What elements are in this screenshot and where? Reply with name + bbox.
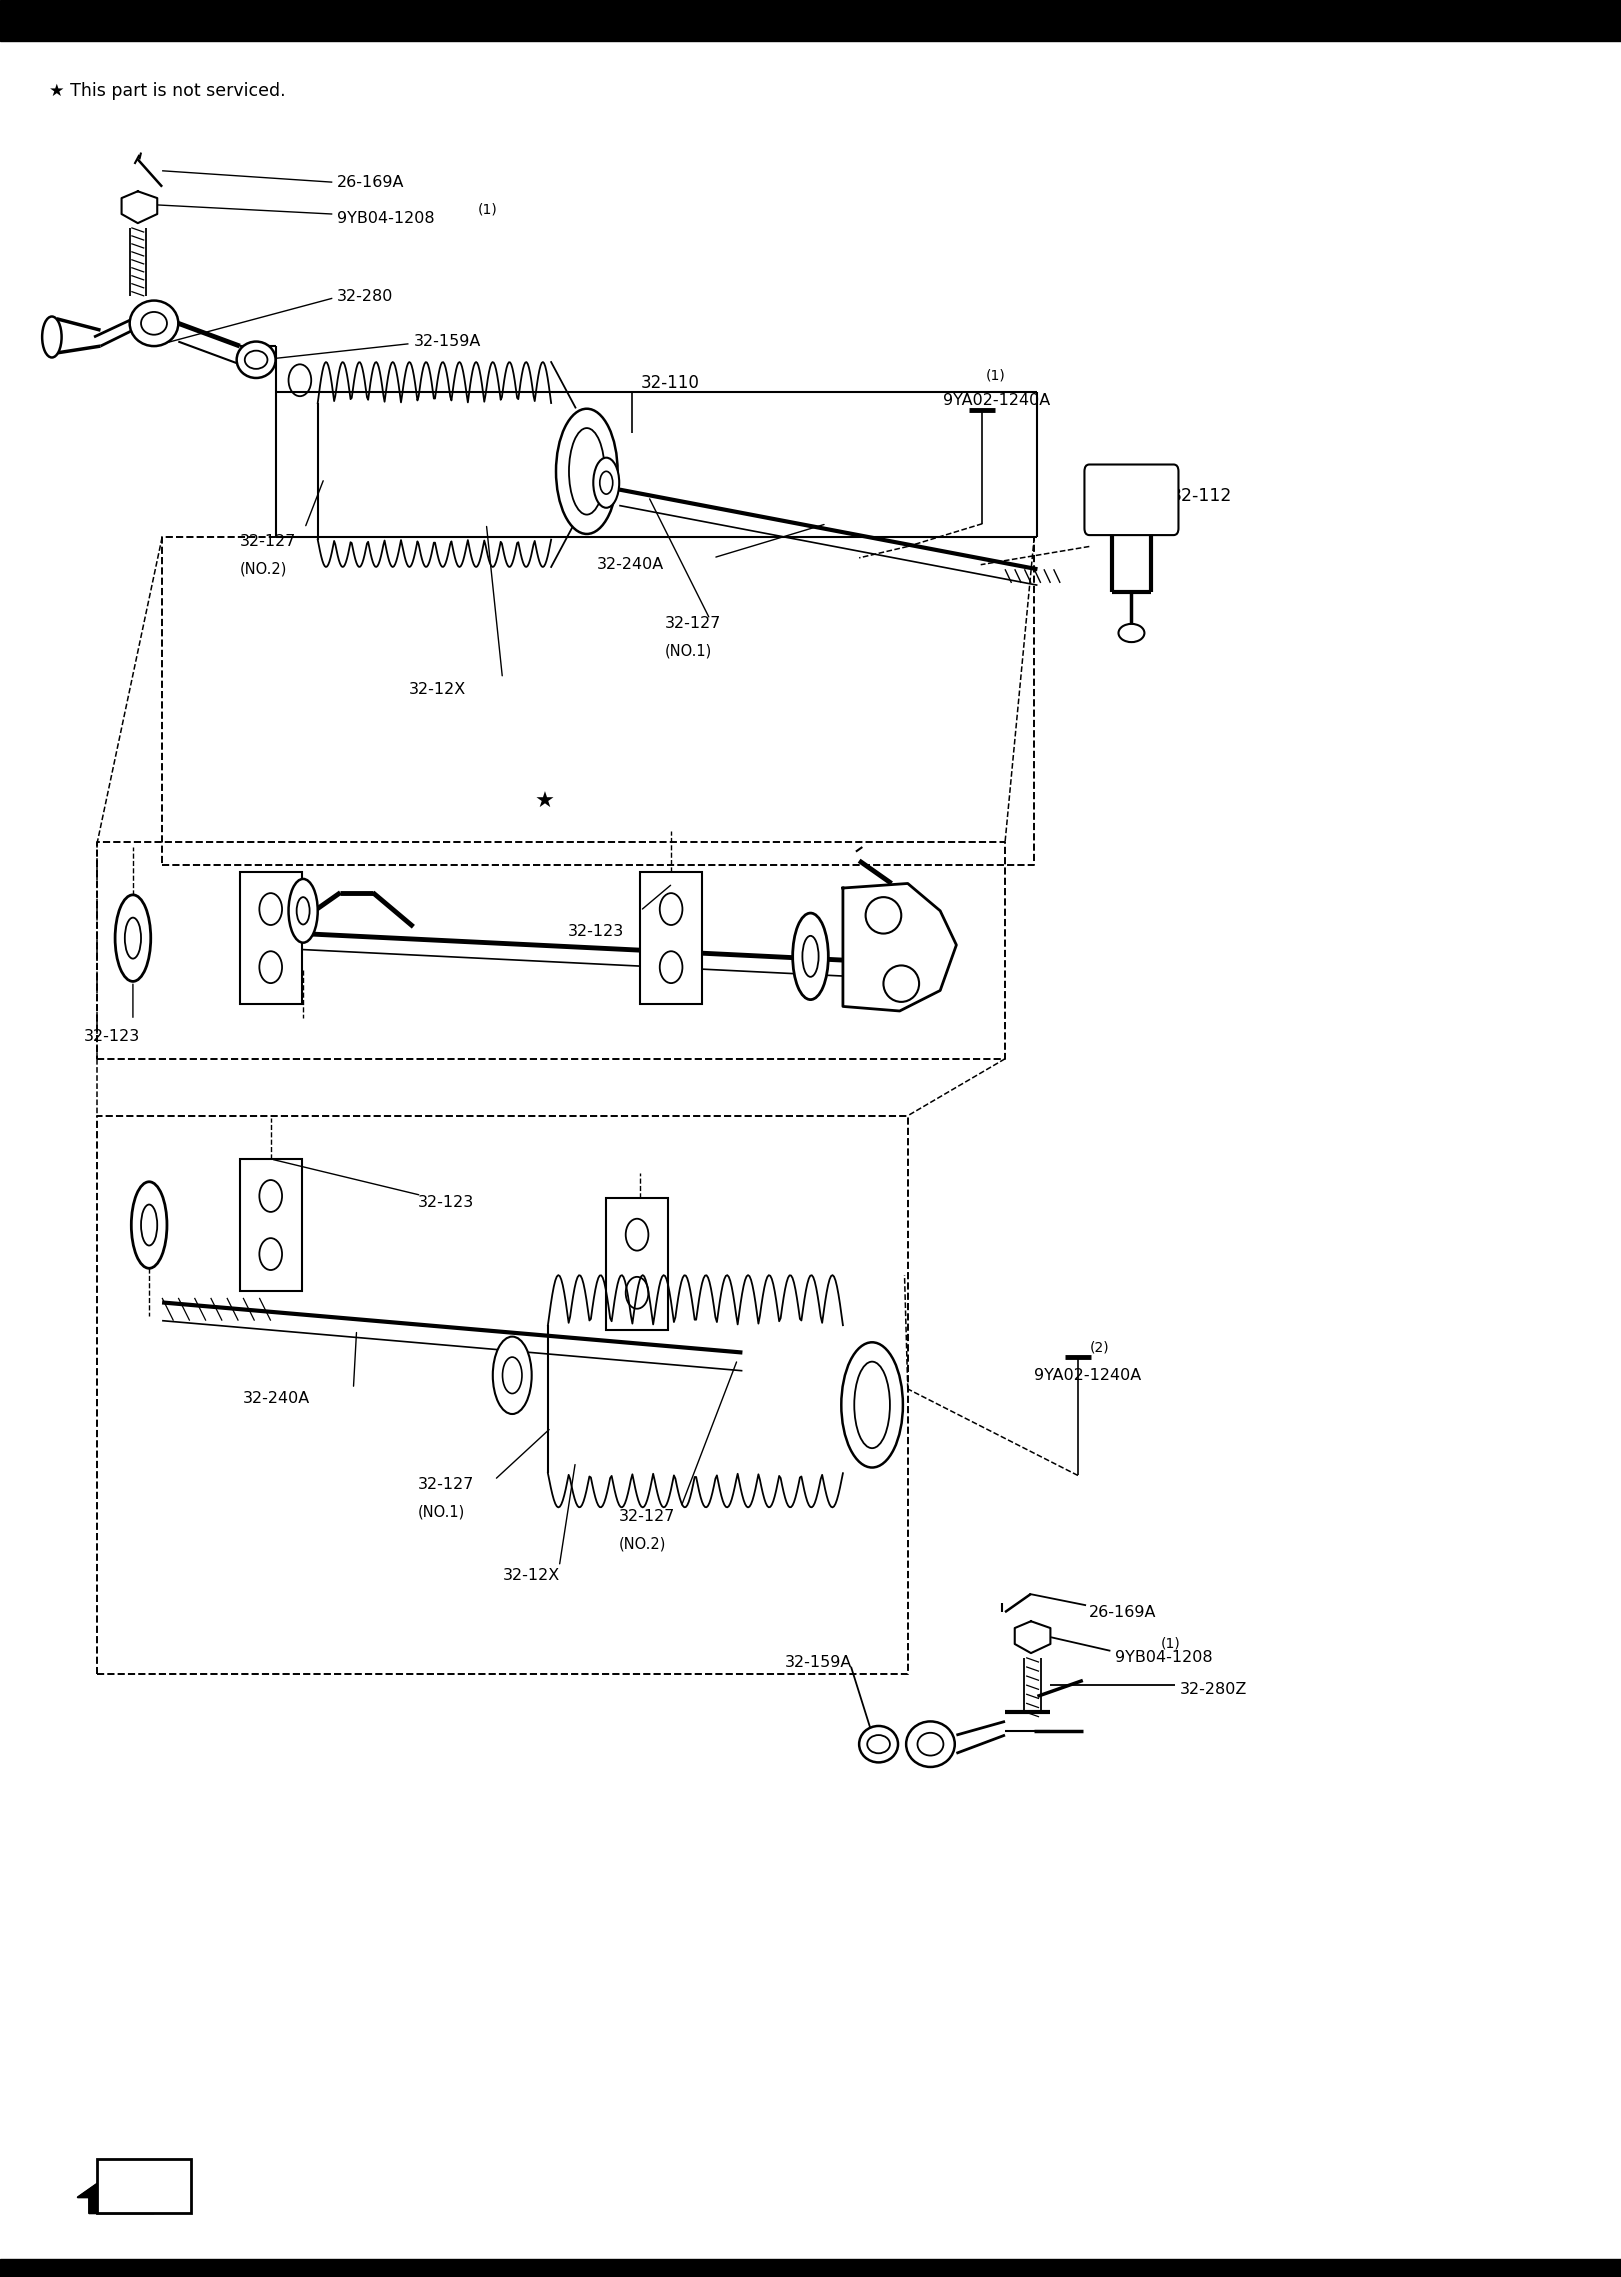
Text: 9YA02-1240A: 9YA02-1240A xyxy=(943,394,1050,408)
Text: (1): (1) xyxy=(1161,1637,1180,1651)
Polygon shape xyxy=(78,2175,154,2213)
Ellipse shape xyxy=(793,913,828,1000)
Ellipse shape xyxy=(556,408,618,535)
Ellipse shape xyxy=(42,317,62,357)
Bar xyxy=(640,872,702,1004)
Polygon shape xyxy=(1015,1621,1050,1653)
Bar xyxy=(606,1198,668,1330)
Text: 32-240A: 32-240A xyxy=(597,558,663,572)
Text: 32-12X: 32-12X xyxy=(408,683,465,697)
Ellipse shape xyxy=(141,1205,157,1246)
Ellipse shape xyxy=(503,1357,522,1394)
Ellipse shape xyxy=(660,893,682,924)
Ellipse shape xyxy=(237,342,276,378)
Text: 9YB04-1208: 9YB04-1208 xyxy=(337,212,434,225)
Ellipse shape xyxy=(660,952,682,984)
Ellipse shape xyxy=(1118,624,1144,642)
Ellipse shape xyxy=(131,1182,167,1268)
Bar xyxy=(0,2259,1621,2277)
Text: 32-123: 32-123 xyxy=(418,1195,475,1209)
Text: 32-280: 32-280 xyxy=(337,289,394,303)
Ellipse shape xyxy=(125,918,141,959)
Polygon shape xyxy=(122,191,157,223)
Ellipse shape xyxy=(906,1721,955,1767)
Text: 32-123: 32-123 xyxy=(567,924,624,938)
Ellipse shape xyxy=(917,1733,943,1756)
Text: 32-280Z: 32-280Z xyxy=(1180,1683,1248,1696)
Text: 26-169A: 26-169A xyxy=(1089,1605,1157,1619)
Ellipse shape xyxy=(593,458,619,508)
Text: 26-169A: 26-169A xyxy=(337,175,405,189)
Text: ★: ★ xyxy=(535,792,554,811)
Text: 32-127: 32-127 xyxy=(240,535,297,549)
Ellipse shape xyxy=(130,301,178,346)
Ellipse shape xyxy=(600,471,613,494)
Ellipse shape xyxy=(493,1337,532,1414)
Bar xyxy=(0,0,1621,41)
Text: FWD: FWD xyxy=(126,2179,162,2193)
FancyBboxPatch shape xyxy=(1084,465,1178,535)
Bar xyxy=(240,872,302,1004)
Text: 9YA02-1240A: 9YA02-1240A xyxy=(1034,1368,1141,1382)
Ellipse shape xyxy=(259,1179,282,1211)
Text: 32-127: 32-127 xyxy=(418,1478,475,1491)
Text: (2): (2) xyxy=(1089,1341,1109,1355)
Ellipse shape xyxy=(841,1343,903,1466)
Text: 32-112: 32-112 xyxy=(1170,487,1232,505)
Ellipse shape xyxy=(866,897,901,934)
Ellipse shape xyxy=(626,1277,648,1309)
Ellipse shape xyxy=(622,1220,658,1307)
Text: 32-110: 32-110 xyxy=(640,373,699,392)
Ellipse shape xyxy=(632,1243,648,1284)
Text: (NO.1): (NO.1) xyxy=(665,644,712,658)
Ellipse shape xyxy=(854,1362,890,1448)
Text: 32-127: 32-127 xyxy=(619,1510,676,1523)
Ellipse shape xyxy=(883,965,919,1002)
Polygon shape xyxy=(843,883,956,1011)
Text: 32-159A: 32-159A xyxy=(785,1655,853,1669)
Ellipse shape xyxy=(859,1726,898,1762)
Bar xyxy=(97,2159,191,2213)
Text: 32-159A: 32-159A xyxy=(413,335,481,348)
Ellipse shape xyxy=(626,1218,648,1250)
Ellipse shape xyxy=(245,351,267,369)
Text: (NO.1): (NO.1) xyxy=(418,1505,465,1519)
Text: 32-12X: 32-12X xyxy=(503,1569,559,1583)
Text: 9YB04-1208: 9YB04-1208 xyxy=(1115,1651,1213,1664)
Ellipse shape xyxy=(259,1239,282,1271)
Ellipse shape xyxy=(867,1735,890,1753)
Ellipse shape xyxy=(569,428,605,515)
Ellipse shape xyxy=(802,936,819,977)
Text: (1): (1) xyxy=(478,203,498,216)
Text: 32-123: 32-123 xyxy=(84,1029,141,1043)
Ellipse shape xyxy=(289,879,318,943)
Ellipse shape xyxy=(141,312,167,335)
Ellipse shape xyxy=(297,897,310,924)
Bar xyxy=(240,1159,302,1291)
Text: (NO.2): (NO.2) xyxy=(240,562,287,576)
Text: 32-127: 32-127 xyxy=(665,617,721,631)
Ellipse shape xyxy=(259,893,282,924)
Ellipse shape xyxy=(115,895,151,981)
Text: ★ This part is not serviced.: ★ This part is not serviced. xyxy=(49,82,285,100)
Text: 32-240A: 32-240A xyxy=(243,1391,310,1405)
Text: (1): (1) xyxy=(986,369,1005,383)
Text: (NO.2): (NO.2) xyxy=(619,1537,666,1551)
Ellipse shape xyxy=(259,952,282,984)
